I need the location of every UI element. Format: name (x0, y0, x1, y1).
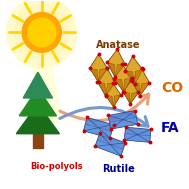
Polygon shape (130, 92, 138, 104)
Circle shape (7, 0, 77, 68)
Polygon shape (124, 127, 151, 142)
Bar (33, 134, 43, 148)
Polygon shape (98, 68, 115, 96)
Polygon shape (16, 104, 59, 134)
Polygon shape (90, 68, 98, 82)
Polygon shape (98, 68, 107, 82)
Polygon shape (34, 52, 61, 122)
FancyArrowPatch shape (60, 94, 149, 121)
Polygon shape (105, 95, 114, 107)
Polygon shape (90, 54, 107, 82)
Polygon shape (123, 92, 130, 104)
Polygon shape (140, 83, 149, 96)
Circle shape (22, 13, 61, 52)
Polygon shape (105, 83, 121, 107)
Polygon shape (84, 124, 112, 138)
Polygon shape (135, 69, 143, 84)
Polygon shape (107, 49, 125, 77)
Polygon shape (123, 80, 138, 104)
Polygon shape (107, 62, 115, 77)
Polygon shape (95, 133, 125, 156)
Polygon shape (124, 134, 150, 142)
Polygon shape (19, 88, 57, 116)
FancyArrowPatch shape (60, 108, 148, 126)
Text: Anatase: Anatase (96, 40, 140, 50)
Polygon shape (114, 64, 132, 92)
Polygon shape (98, 82, 106, 96)
Polygon shape (114, 79, 124, 92)
Text: CO: CO (161, 81, 183, 95)
Polygon shape (124, 78, 132, 92)
Text: FA: FA (161, 121, 180, 135)
Polygon shape (132, 81, 140, 96)
Polygon shape (108, 111, 138, 129)
Polygon shape (106, 83, 115, 96)
Polygon shape (125, 56, 143, 84)
Polygon shape (84, 117, 114, 138)
Polygon shape (132, 68, 149, 96)
Circle shape (28, 18, 56, 47)
Polygon shape (95, 140, 123, 156)
Polygon shape (125, 71, 135, 84)
Polygon shape (114, 95, 121, 107)
Polygon shape (23, 72, 53, 98)
Text: Bio-polyols: Bio-polyols (30, 162, 83, 170)
Text: Rutile: Rutile (102, 164, 134, 174)
Circle shape (14, 5, 69, 60)
Polygon shape (115, 64, 125, 77)
Polygon shape (109, 117, 138, 129)
